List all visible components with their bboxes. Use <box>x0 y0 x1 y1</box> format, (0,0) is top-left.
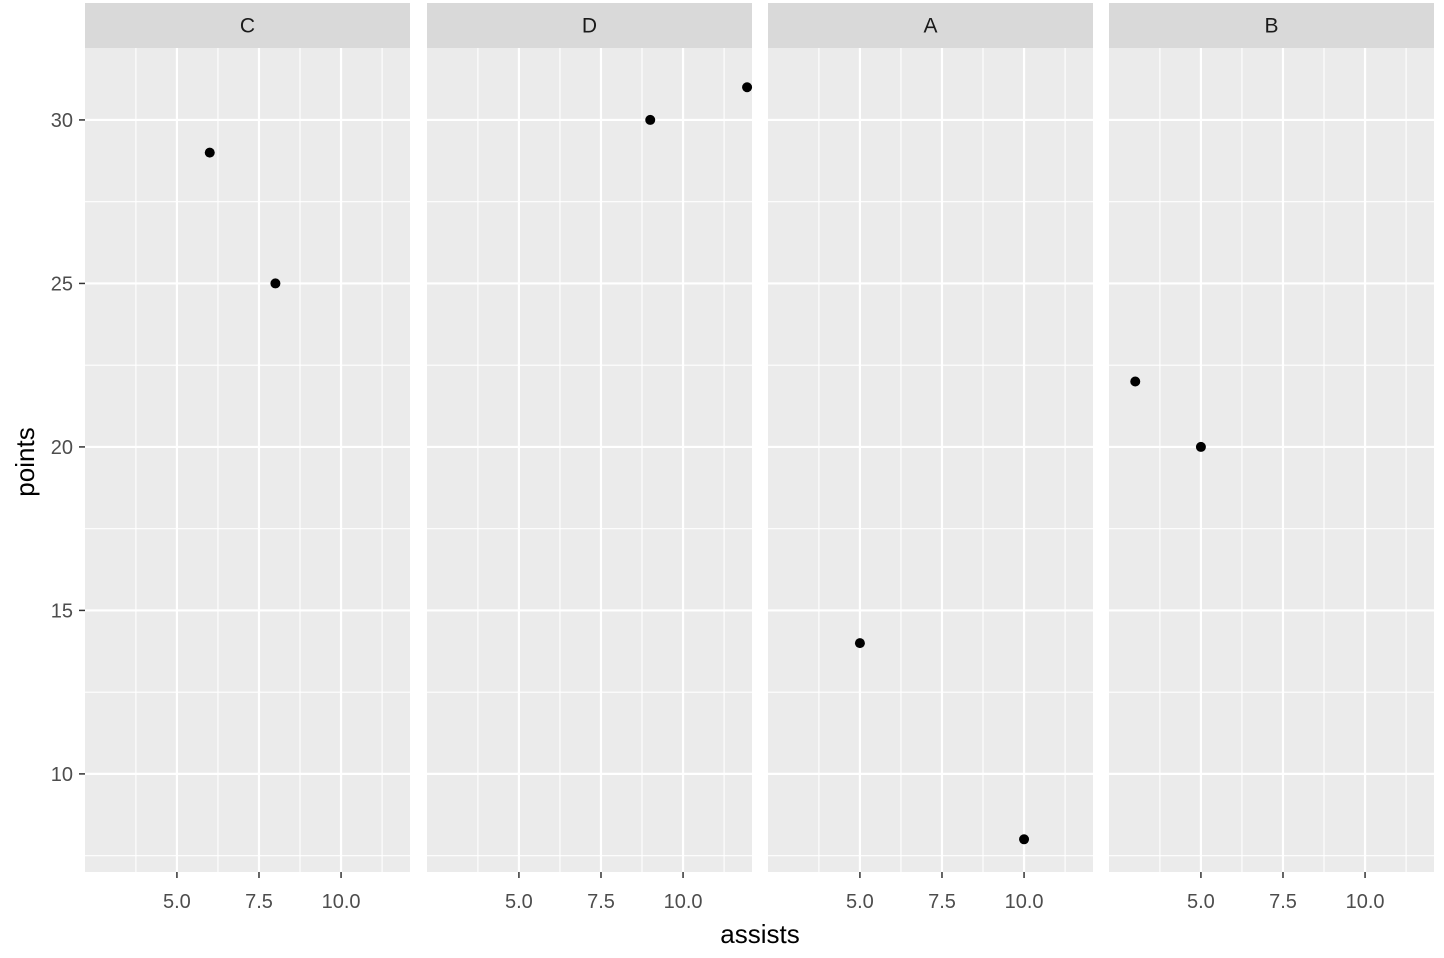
panel-background <box>1109 48 1434 872</box>
y-tick-label: 20 <box>51 437 73 459</box>
facet-panel-D: D <box>427 3 753 872</box>
x-tick-label: 10.0 <box>1346 891 1385 913</box>
y-tick-label: 30 <box>51 110 73 132</box>
x-tick-label: 5.0 <box>163 891 191 913</box>
panel-background <box>427 48 752 872</box>
panel-background <box>85 48 410 872</box>
x-tick-label: 10.0 <box>322 891 361 913</box>
data-point <box>645 114 656 125</box>
data-point <box>1130 376 1141 387</box>
x-tick-label: 7.5 <box>1269 891 1297 913</box>
x-tick-label: 10.0 <box>1005 891 1044 913</box>
data-point <box>204 147 215 158</box>
x-axis-A: 5.0 7.5 10.0 <box>846 872 1044 913</box>
x-axis-B: 5.0 7.5 10.0 <box>1187 872 1385 913</box>
y-tick-label: 15 <box>51 600 73 622</box>
facet-strip-label: D <box>582 15 597 38</box>
facet-strip-label: A <box>923 15 937 38</box>
x-tick-label: 10.0 <box>664 891 703 913</box>
data-point <box>1019 834 1030 845</box>
x-tick-label: 7.5 <box>245 891 273 913</box>
x-tick-label: 7.5 <box>928 891 956 913</box>
facet-panel-C: C <box>85 3 410 872</box>
facet-strip-label: B <box>1264 15 1278 38</box>
panel-background <box>768 48 1093 872</box>
data-point <box>742 82 753 93</box>
x-axis-D: 5.0 7.5 10.0 <box>505 872 703 913</box>
facet-panel-B: B <box>1109 3 1434 872</box>
x-tick-label: 5.0 <box>505 891 533 913</box>
y-tick-label: 25 <box>51 273 73 295</box>
y-axis: 10 15 20 25 30 <box>51 110 85 786</box>
x-axis-C: 5.0 7.5 10.0 <box>163 872 361 913</box>
facet-strip-label: C <box>240 15 255 38</box>
data-point <box>854 638 865 649</box>
facet-strip <box>1109 3 1434 48</box>
facet-strip <box>427 3 752 48</box>
facet-strip <box>768 3 1093 48</box>
x-tick-label: 5.0 <box>1187 891 1215 913</box>
y-tick-label: 10 <box>51 764 73 786</box>
x-axes: 5.0 7.5 10.0 5.0 7.5 10.0 5.0 7.5 10.0 5.0 7.5 10.0 <box>163 872 1385 913</box>
data-point <box>270 278 281 289</box>
data-point <box>1195 441 1206 452</box>
x-tick-label: 5.0 <box>846 891 874 913</box>
x-axis-title: assists <box>720 919 799 949</box>
x-tick-label: 7.5 <box>587 891 615 913</box>
y-axis-title: points <box>10 427 40 496</box>
facet-strip <box>85 3 410 48</box>
facet-panel-A: A <box>768 3 1093 872</box>
